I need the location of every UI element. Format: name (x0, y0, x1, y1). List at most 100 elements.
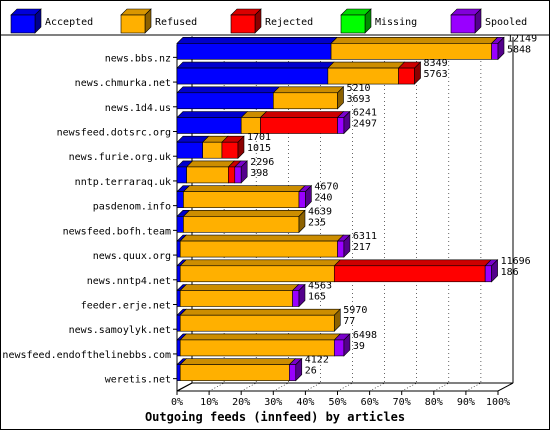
x-tick-label: 10% (200, 397, 218, 408)
bar-rejected (333, 265, 486, 283)
category-label: weretis.net (105, 375, 171, 386)
bar-rejected (260, 117, 338, 134)
legend-swatch-spooled (450, 14, 476, 34)
bar-accepted (176, 265, 181, 283)
bar-accepted (176, 240, 181, 258)
data-label-line1: 4122 (305, 355, 329, 366)
bar-top-refused (327, 61, 406, 69)
bar-rejected (221, 141, 239, 159)
bar-refused (179, 339, 335, 357)
bar-side (337, 86, 344, 110)
bar-side (343, 110, 351, 135)
bar-rejected (398, 67, 415, 85)
data-label-line2: 2497 (353, 119, 377, 130)
x-tick-label: 80% (425, 397, 443, 408)
bar-spooled (491, 43, 499, 60)
gridline-floor (433, 382, 449, 392)
bar-top-refused (182, 185, 306, 192)
category-label: news.nntp4.net (87, 276, 171, 287)
bar-refused (183, 216, 300, 233)
data-label-line2: 217 (353, 242, 371, 253)
x-axis-title: Outgoing feeds (innfeed) by articles (145, 410, 405, 424)
bar-accepted (176, 191, 184, 208)
category-label: newsfeed.endofthelinebbs.com (2, 350, 171, 361)
data-label-line1: 11696 (501, 256, 531, 267)
bar-refused (240, 117, 261, 134)
bar-top-accepted (176, 86, 281, 94)
gridline-floor (369, 382, 385, 392)
bar-top-accepted (176, 61, 335, 69)
data-label-line2: 398 (250, 168, 268, 179)
legend-label-refused: Refused (155, 17, 197, 28)
x-tick-label: 60% (361, 397, 379, 408)
gridline-floor (337, 382, 353, 392)
category-label: news.samoylyk.net (69, 325, 171, 336)
data-label-line1: 5210 (347, 83, 371, 94)
category-label: newsfeed.dotsrc.org (57, 128, 171, 139)
category-label: newsfeed.bofh.team (63, 226, 171, 237)
category-label: pasdenom.info (93, 202, 171, 213)
bar-side (298, 209, 306, 234)
bar-refused (183, 191, 300, 208)
gridline-floor (465, 382, 482, 392)
bar-spooled (234, 166, 242, 184)
bar-accepted (176, 43, 332, 60)
bar-side (295, 357, 303, 382)
bar-refused (330, 43, 492, 60)
x-tick-label: 30% (264, 397, 282, 408)
bar-accepted (176, 364, 181, 381)
legend-swatch-accepted (10, 14, 36, 34)
category-label: nntp.terraraq.uk (75, 177, 171, 188)
x-tick-label: 50% (328, 397, 346, 408)
bar-refused (327, 67, 399, 85)
bar-side (298, 283, 306, 308)
bar-top-rejected (333, 259, 492, 267)
bar-top-accepted (176, 37, 338, 44)
data-label-line2: 165 (308, 292, 326, 303)
bar-top-refused (330, 37, 499, 44)
bar-side (414, 61, 421, 85)
gridline-floor (241, 382, 257, 392)
x-tick-label: 20% (232, 397, 250, 408)
bar-spooled (333, 339, 345, 357)
bar-spooled (337, 117, 345, 134)
bar-rejected (228, 166, 236, 184)
legend-label-missing: Missing (375, 17, 417, 28)
bar-side (333, 308, 341, 332)
category-label: news.chmurka.net (75, 78, 171, 89)
bar-top-refused (179, 333, 342, 341)
bar-top-refused (179, 358, 297, 365)
legend-label-rejected: Rejected (265, 17, 313, 28)
bar-top-refused (179, 284, 300, 291)
bar-refused (202, 141, 223, 159)
data-label-line2: 5763 (424, 69, 448, 80)
bar-accepted (176, 141, 203, 159)
x-tick-label: 90% (457, 397, 475, 408)
bar-top-refused (179, 259, 342, 267)
bar-accepted (176, 290, 181, 307)
bar-spooled (292, 290, 300, 307)
category-label: feeder.erje.net (81, 301, 171, 312)
legend-swatch-rejected (230, 14, 256, 34)
bar-spooled (484, 265, 492, 283)
bar-refused (186, 166, 229, 184)
data-label-line2: 235 (308, 217, 326, 228)
bar-side (240, 160, 248, 184)
bar-accepted (176, 339, 181, 357)
category-label: news.quux.org (93, 251, 171, 262)
bar-accepted (176, 314, 181, 332)
bar-side (343, 333, 351, 357)
data-label-line1: 4563 (308, 281, 332, 292)
data-label-line1: 4639 (308, 206, 332, 217)
category-label: news.furie.org.uk (69, 152, 171, 163)
data-label-line1: 6241 (353, 108, 377, 119)
bar-top-refused (182, 210, 306, 217)
data-label-line2: 5848 (507, 44, 531, 55)
legend-label-accepted: Accepted (45, 17, 93, 28)
bar-accepted (176, 216, 184, 233)
bar-refused (179, 240, 338, 258)
data-label-line2: 39 (353, 341, 365, 352)
data-label-line1: 2296 (250, 157, 274, 168)
